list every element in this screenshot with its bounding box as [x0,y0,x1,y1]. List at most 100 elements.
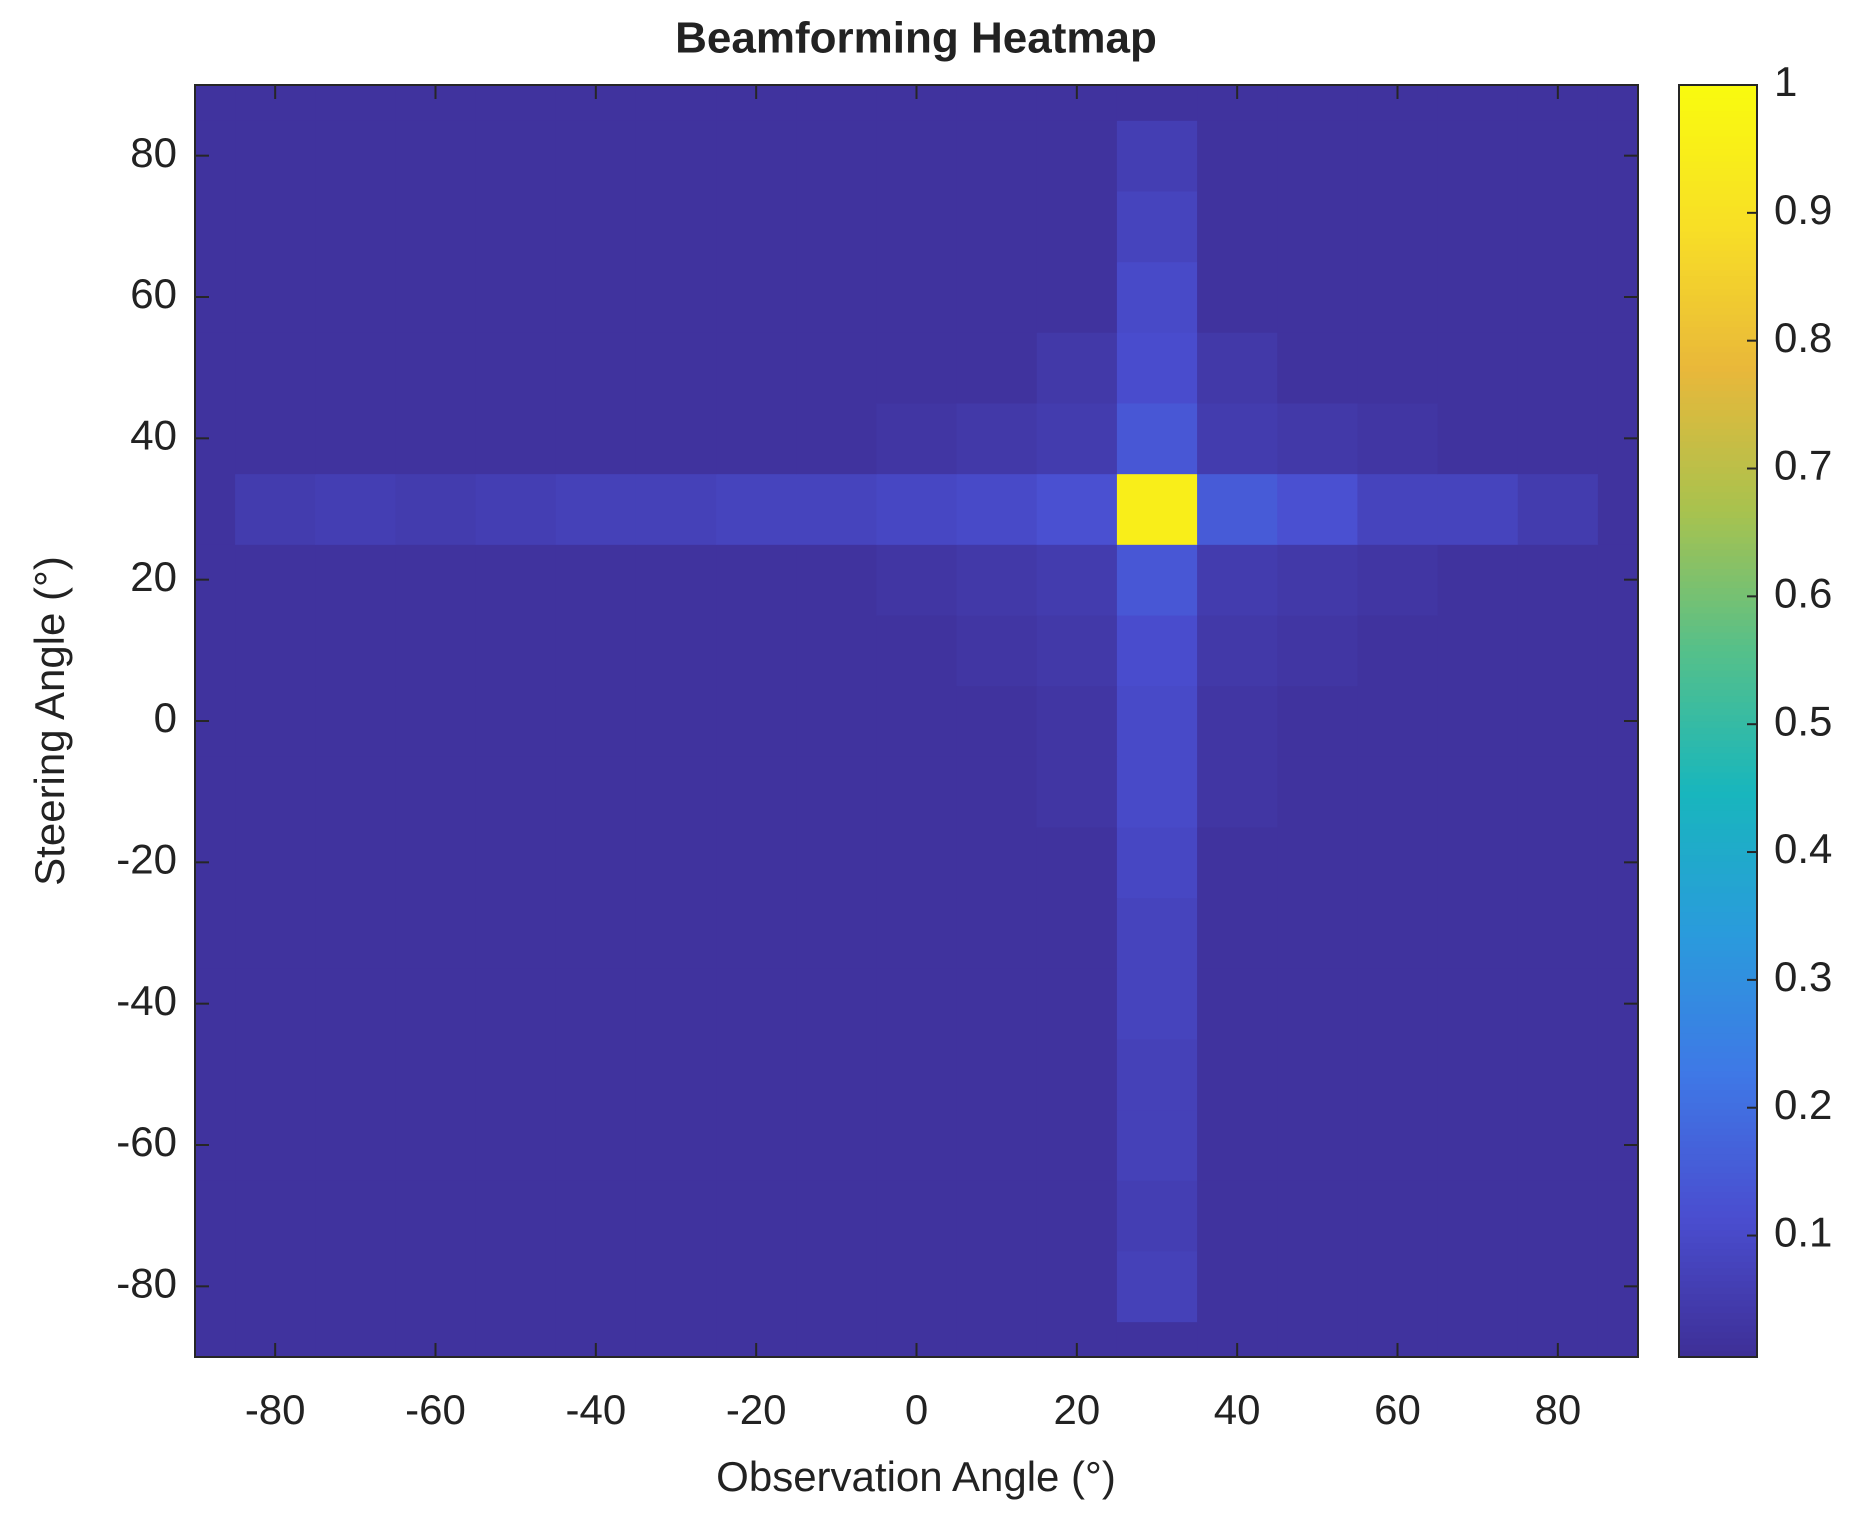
colorbar-band [1679,294,1757,302]
colorbar-band [1679,205,1757,213]
heat-cell [716,1251,797,1323]
heat-cell [796,191,877,263]
heat-cell [635,1039,717,1111]
colorbar-band [1679,1121,1757,1129]
colorbar-band [1679,1185,1757,1193]
heat-cell [395,332,477,404]
colorbar-band [1679,199,1757,207]
heat-cell [956,120,1038,192]
colorbar-band [1679,937,1757,945]
heat-cell [1517,827,1599,899]
heat-cell [1437,685,1519,757]
colorbar-band [1679,746,1757,754]
colorbar-band [1679,358,1757,366]
colorbar-band [1679,1350,1757,1358]
heat-cell [1277,1180,1358,1252]
heat-cell [876,897,958,969]
heat-cell [315,897,396,969]
colorbar-band [1679,174,1757,181]
colorbar-band [1679,1261,1757,1269]
colorbar-band [1679,695,1757,703]
colorbar-band [1679,231,1757,239]
heat-cell [395,685,477,757]
x-tick-label: -20 [726,1386,787,1433]
heat-cell [796,85,877,121]
colorbar-band [1679,307,1757,315]
heat-cell [1277,1039,1358,1111]
colorbar-band [1679,511,1757,519]
heat-cell [956,1321,1038,1358]
colorbar-band [1679,994,1757,1002]
heat-cell [1277,1251,1358,1323]
heat-cell [635,85,717,121]
heat-cell [195,897,236,969]
heat-cell [796,544,877,616]
heat-cell [1197,332,1278,404]
heat-cell [956,191,1038,263]
heat-cell [1437,897,1519,969]
colorbar-band [1679,85,1757,92]
colorbar-band [1679,880,1757,887]
heat-cell [1357,1039,1439,1111]
colorbar-band [1679,924,1757,932]
colorbar-band [1679,1337,1757,1345]
heat-cell [475,85,557,121]
heat-cell [475,191,557,263]
heat-cell [1597,85,1639,121]
heat-cell [475,544,557,616]
heat-cell [876,1251,958,1323]
heat-cell [1197,1039,1278,1111]
heat-cell [1517,261,1599,333]
heat-cell [956,897,1038,969]
colorbar-band [1679,1159,1757,1167]
colorbar-band [1679,619,1757,627]
heat-cell [1197,756,1278,828]
heat-cell [796,261,877,333]
heat-cell [1197,897,1278,969]
heat-cell [315,756,396,828]
colorbar-band [1679,860,1757,868]
heat-cell [195,332,236,404]
heat-cell [475,332,557,404]
heat-cell [796,685,877,757]
heat-cell [555,332,637,404]
heat-cell [1357,1180,1439,1252]
heat-cell [1437,544,1519,616]
heat-cell [395,544,477,616]
colorbar-band [1679,956,1757,964]
colorbar-band [1679,1287,1757,1294]
colorbar-band [1679,848,1757,856]
heat-cell [1597,191,1639,263]
colorbar-band [1679,1051,1757,1059]
heat-cell [956,85,1038,121]
colorbar-band [1679,562,1757,569]
heat-cell [1517,120,1599,192]
colorbar-band [1679,180,1757,188]
colorbar-band [1679,1032,1757,1040]
colorbar-band [1679,530,1757,538]
colorbar-band [1679,345,1757,353]
heat-cell [475,1180,557,1252]
colorbar-band [1679,301,1757,309]
heat-cell [635,1180,717,1252]
heat-cell [956,756,1038,828]
heat-cell [315,827,396,899]
heat-cell [395,968,477,1040]
heat-cell [1197,827,1278,899]
heat-cell [395,827,477,899]
colorbar-band [1679,568,1757,576]
heat-cell [716,968,797,1040]
colorbar-band [1679,905,1757,913]
y-tick-label: -60 [116,1118,177,1165]
heat-cell [1197,1180,1278,1252]
colorbar-band [1679,364,1757,372]
colorbar-band [1679,1318,1757,1326]
heat-cell [195,191,236,263]
colorbar-band [1679,854,1757,862]
heat-cell [635,1109,717,1181]
heat-cell [1277,756,1358,828]
heat-cell [555,1251,637,1323]
heat-cell [1277,473,1358,545]
colorbar-band [1679,523,1757,531]
heat-cell [555,827,637,899]
